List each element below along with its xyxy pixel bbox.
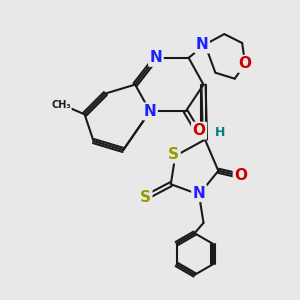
Text: N: N xyxy=(144,104,156,119)
Text: S: S xyxy=(168,147,179,162)
Text: N: N xyxy=(193,186,206,201)
Text: O: O xyxy=(234,168,247,183)
Text: H: H xyxy=(215,126,225,139)
Text: O: O xyxy=(193,123,206,138)
Text: S: S xyxy=(140,190,151,205)
Text: N: N xyxy=(196,37,208,52)
Text: N: N xyxy=(150,50,162,65)
Text: O: O xyxy=(238,56,252,71)
Text: CH₃: CH₃ xyxy=(51,100,70,110)
